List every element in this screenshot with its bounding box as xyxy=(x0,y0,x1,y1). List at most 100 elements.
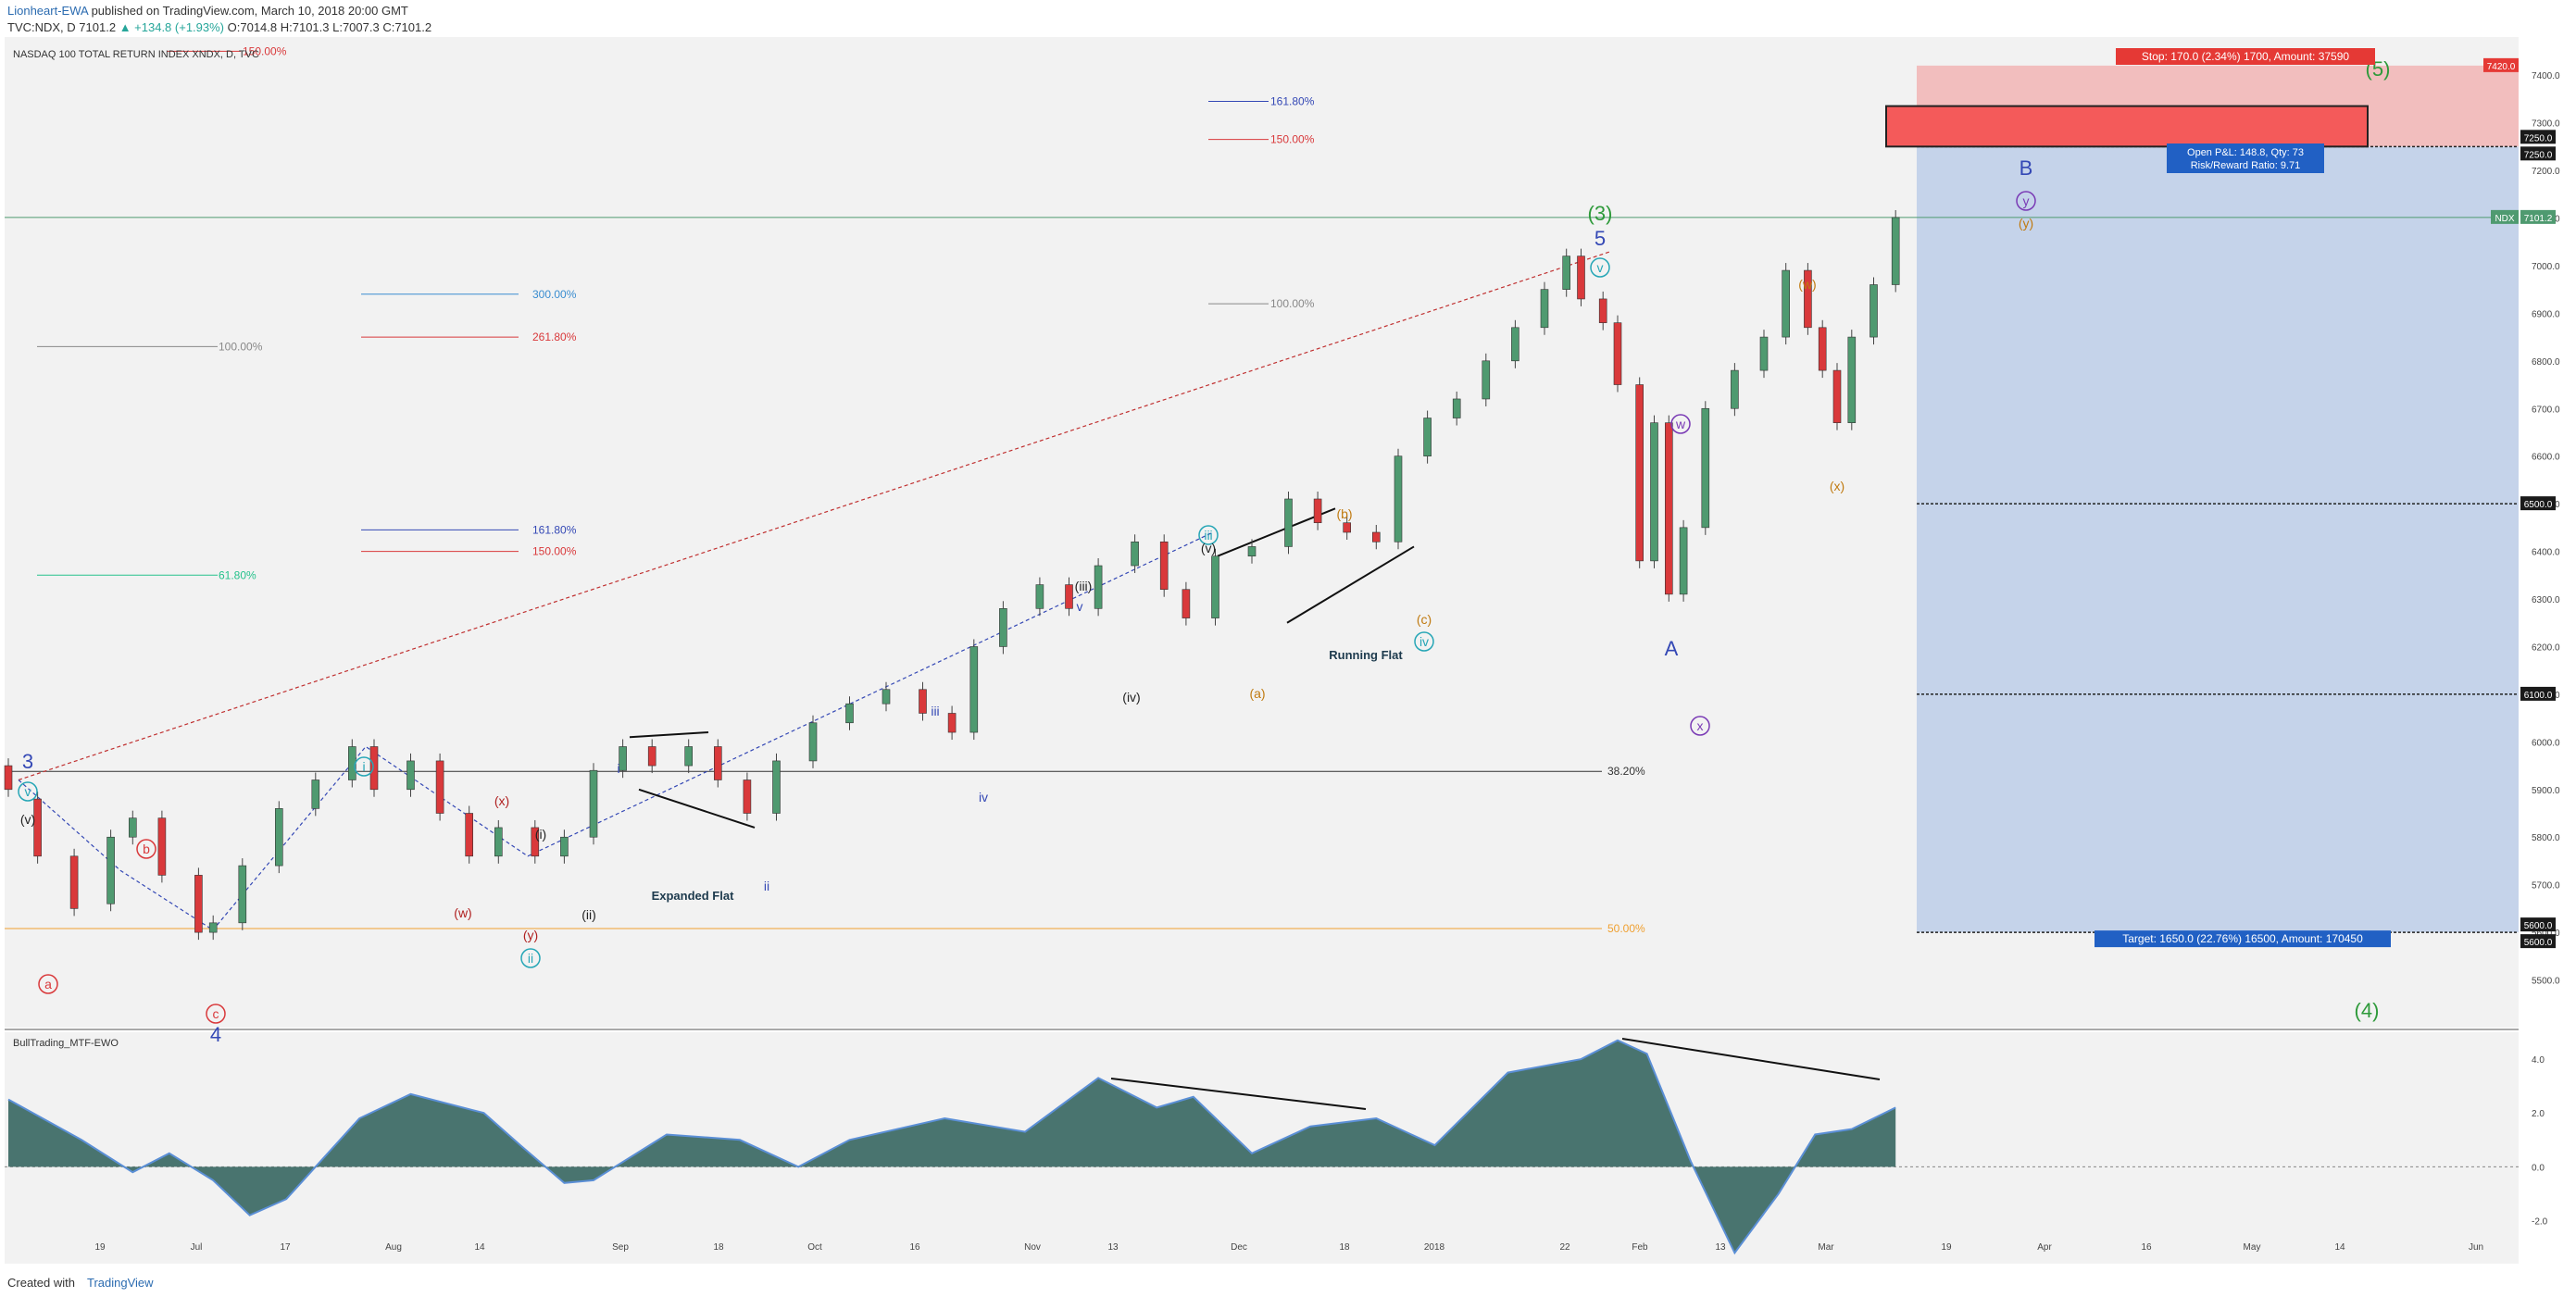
y-tick-label: 5700.0 xyxy=(2532,881,2560,892)
profit-target-zone xyxy=(1917,146,2519,933)
candle-body xyxy=(619,746,627,771)
chart-header: Lionheart-EWA published on TradingView.c… xyxy=(0,0,2576,37)
x-tick-label: 14 xyxy=(2334,1242,2345,1253)
price-tag xyxy=(2520,917,2556,932)
wave-label: (iv) xyxy=(1122,690,1140,705)
candle-body xyxy=(1094,565,1103,609)
wave-label: (i) xyxy=(535,827,546,842)
price-tag xyxy=(2520,146,2556,161)
candle-body xyxy=(808,722,818,762)
candle-body xyxy=(494,827,503,857)
author-link[interactable]: Lionheart-EWA xyxy=(7,4,88,18)
y-tick-label: 6200.0 xyxy=(2532,642,2560,653)
candle-body xyxy=(1832,369,1842,423)
price-tag xyxy=(2520,934,2556,949)
x-tick-label: Sep xyxy=(612,1242,629,1253)
y-tick-label: 6000.0 xyxy=(2532,738,2560,748)
wave-label-circle xyxy=(520,948,541,968)
price-tag xyxy=(2491,209,2519,224)
tradingview-logo[interactable]: TradingView xyxy=(87,1276,154,1290)
candle-body xyxy=(1247,546,1257,557)
candle-body xyxy=(406,760,415,791)
x-tick-label: 18 xyxy=(713,1242,724,1253)
wave-label: v xyxy=(1077,599,1083,614)
y-tick-label: 6400.0 xyxy=(2532,548,2560,558)
x-tick-label: 17 xyxy=(280,1242,291,1253)
fib-level-label: 50.00% xyxy=(1607,922,1645,935)
candle-body xyxy=(1313,498,1322,524)
candle-body xyxy=(1818,327,1827,371)
ewo-tick-label: -2.0 xyxy=(2532,1216,2548,1227)
y-tick-label: 6900.0 xyxy=(2532,309,2560,319)
candle-body xyxy=(947,713,957,733)
y-tick-label: 7200.0 xyxy=(2532,167,2560,177)
price-tag-label: 7101.2 xyxy=(2524,214,2553,224)
wave-label: x xyxy=(1697,718,1704,733)
candle-body xyxy=(369,746,379,791)
candle-body xyxy=(1284,498,1293,547)
candle-body xyxy=(772,760,781,814)
x-tick-label: 13 xyxy=(1107,1242,1119,1253)
candle-body xyxy=(684,746,694,767)
wave-label: v xyxy=(1597,260,1604,275)
fib-level-label: 150.00% xyxy=(1270,133,1315,146)
candle-body xyxy=(589,769,598,838)
wave-label: iv xyxy=(1419,634,1429,649)
y-tick-label: 6700.0 xyxy=(2532,405,2560,415)
symbol-name: TVC:NDX, D xyxy=(7,20,76,34)
wave-label: (c) xyxy=(1417,612,1432,627)
y-tick-label: 7300.0 xyxy=(2532,119,2560,130)
x-tick-label: 16 xyxy=(909,1242,920,1253)
wave-label: v xyxy=(25,784,31,799)
y-tick-label: 6300.0 xyxy=(2532,595,2560,605)
wave-label-circle xyxy=(1198,525,1219,545)
candle-body xyxy=(845,703,854,724)
wave-label: i xyxy=(617,761,619,776)
wave-label-circle xyxy=(354,756,374,777)
ewo-divergence-line xyxy=(1621,1038,1881,1080)
candle-body xyxy=(1847,336,1857,423)
wave-path-line xyxy=(18,531,1214,931)
price-tag-label: 5600.0 xyxy=(2524,938,2553,948)
target-info-box xyxy=(2095,930,2391,948)
candle-body xyxy=(531,827,540,857)
wave-label: (iii) xyxy=(1075,579,1093,593)
wave-label: (4) xyxy=(2355,999,2380,1022)
candle-body xyxy=(1613,322,1622,385)
x-tick-label: Aug xyxy=(385,1242,402,1253)
wave-label: b xyxy=(143,842,150,856)
fib-level-label: 150.00% xyxy=(532,545,577,558)
running-flat-lower xyxy=(1286,545,1415,624)
target-info-text: Target: 1650.0 (22.76%) 16500, Amount: 1… xyxy=(2122,932,2363,945)
candle-body xyxy=(69,855,79,909)
open-pl-box xyxy=(2167,143,2324,173)
price-tag xyxy=(2520,130,2556,144)
candle-body xyxy=(1372,531,1381,542)
wave-label: 4 xyxy=(210,1023,221,1046)
candle-body xyxy=(1452,398,1461,418)
wave-label: (x) xyxy=(494,793,509,808)
y-tick-label: 5900.0 xyxy=(2532,786,2560,796)
wave-label: iii xyxy=(1204,528,1212,542)
y-tick-label: 5600.0 xyxy=(2532,929,2560,939)
ewo-divergence-line xyxy=(1110,1078,1367,1110)
ewo-tick-label: 2.0 xyxy=(2532,1109,2545,1119)
wave-label-circle xyxy=(136,839,156,859)
candle-body xyxy=(208,922,218,933)
price-tag-label: 7250.0 xyxy=(2524,133,2553,143)
candle-body xyxy=(1650,422,1658,562)
x-tick-label: 18 xyxy=(1339,1242,1350,1253)
stop-info-text: Stop: 170.0 (2.34%) 1700, Amount: 37590 xyxy=(2142,50,2349,63)
x-tick-label: Oct xyxy=(807,1242,822,1253)
candle-body xyxy=(1869,284,1878,338)
ewo-line xyxy=(7,1039,1896,1255)
price-tag xyxy=(2483,57,2519,72)
x-tick-label: Feb xyxy=(1632,1242,1648,1253)
wave-label: iv xyxy=(979,790,988,804)
price-chart[interactable]: 5500.0 5600.0 5700.0 5800.0 5900.0 6000.0 6100… xyxy=(0,37,2576,1268)
wave-label: (ii) xyxy=(581,907,596,922)
fib-level-label: 161.80% xyxy=(532,523,577,536)
wave-label: (a) xyxy=(1249,686,1265,701)
wave-label: (v) xyxy=(1201,541,1216,555)
pattern-note: Expanded Flat xyxy=(652,889,735,903)
